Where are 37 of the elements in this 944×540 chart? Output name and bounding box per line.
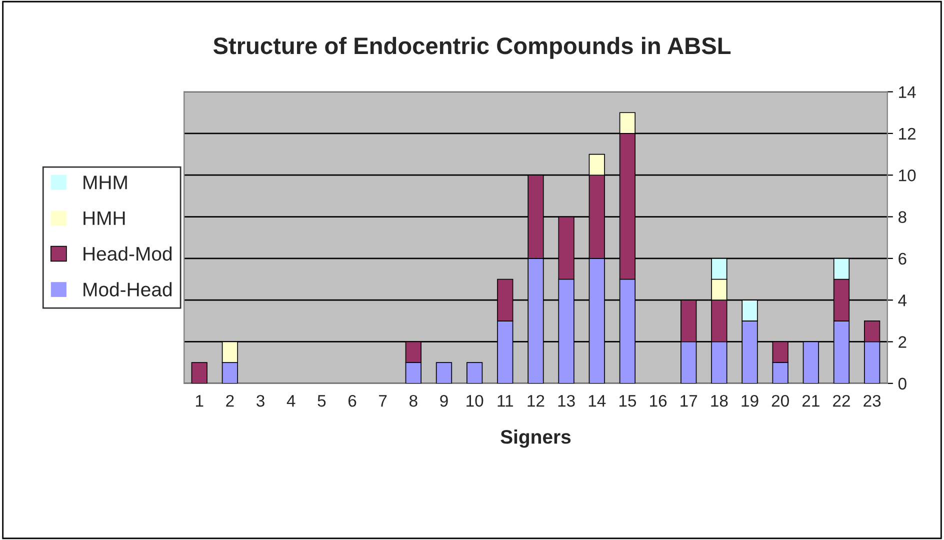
x-tick-label: 3 [256, 394, 264, 407]
x-tick-label: 7 [379, 395, 387, 407]
y-tick-label: 6 [898, 252, 906, 265]
y-tick-label: 10 [899, 170, 916, 182]
x-tick-label: 20 [772, 394, 789, 407]
x-tick-label: 1 [196, 395, 204, 407]
x-tick-label: 13 [558, 394, 575, 407]
legend-label: Head-Mod [84, 246, 172, 261]
x-tick-label: 4 [286, 395, 296, 407]
legend-label: MHM [84, 176, 127, 190]
y-tick-label: 8 [898, 211, 906, 223]
y-tick-label: 2 [898, 336, 906, 348]
x-axis-title: Signers [500, 429, 571, 448]
y-tick-label: 0 [898, 378, 906, 390]
x-tick-label: 8 [410, 394, 418, 407]
x-tick-label: 22 [833, 394, 850, 407]
x-tick-label: 10 [466, 394, 484, 407]
x-tick-label: 2 [226, 394, 234, 407]
y-tick-label: 14 [899, 86, 916, 98]
y-tick-label: 12 [899, 128, 916, 140]
x-tick-label: 16 [650, 394, 667, 407]
x-tick-label: 23 [864, 394, 881, 407]
x-tick-label: 11 [498, 395, 513, 407]
chart-title: Structure of Endocentric Compounds in ABSL [213, 36, 731, 59]
x-tick-label: 9 [440, 394, 448, 407]
legend-label: HMH [84, 211, 125, 225]
x-tick-label: 19 [742, 394, 758, 407]
x-tick-label: 15 [619, 395, 636, 407]
x-tick-label: 21 [802, 394, 820, 407]
x-tick-label: 6 [348, 394, 356, 407]
y-tick-label: 4 [898, 294, 907, 306]
x-tick-label: 18 [711, 394, 728, 407]
x-tick-label: 12 [528, 394, 544, 407]
legend-label: Mod-Head [84, 282, 172, 296]
x-tick-label: 17 [680, 395, 698, 407]
x-tick-label: 14 [588, 395, 606, 407]
x-tick-label: 5 [318, 395, 326, 407]
